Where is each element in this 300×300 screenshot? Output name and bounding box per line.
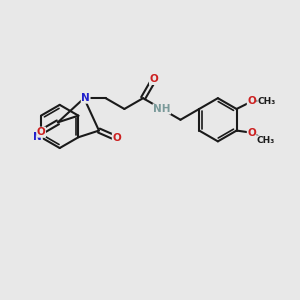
Text: O: O <box>247 96 256 106</box>
Text: O: O <box>247 128 256 138</box>
Text: O: O <box>112 134 121 143</box>
Text: O: O <box>37 127 46 137</box>
Text: NH: NH <box>153 104 170 114</box>
Text: O: O <box>149 74 158 85</box>
Text: N: N <box>81 93 90 103</box>
Text: N: N <box>34 132 42 142</box>
Text: CH₃: CH₃ <box>258 97 276 106</box>
Text: CH₃: CH₃ <box>256 136 275 145</box>
